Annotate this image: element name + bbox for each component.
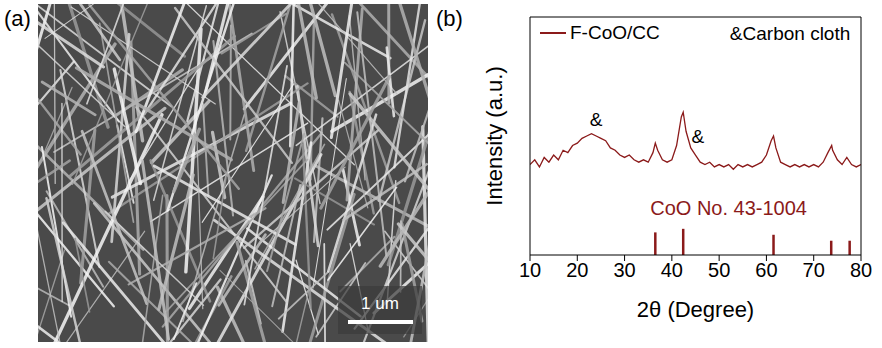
svg-text:30: 30 — [613, 259, 635, 281]
html-text:F-CoO/CC: F-CoO/CC — [570, 22, 660, 43]
svg-text:&Carbon cloth: &Carbon cloth — [730, 23, 850, 44]
svg-text:2θ (Degree): 2θ (Degree) — [637, 297, 754, 322]
svg-text:20: 20 — [566, 259, 588, 281]
svg-text:50: 50 — [708, 259, 730, 281]
html-text:(b): (b) — [436, 6, 463, 31]
svg-text:CoO No. 43-1004: CoO No. 43-1004 — [650, 197, 807, 219]
svg-text:&: & — [590, 109, 603, 130]
svg-text:70: 70 — [803, 259, 825, 281]
svg-text:60: 60 — [755, 259, 777, 281]
svg-text:1 um: 1 um — [361, 294, 399, 313]
svg-text:&: & — [692, 126, 705, 147]
svg-text:80: 80 — [850, 259, 872, 281]
html-text:(a): (a) — [4, 6, 31, 31]
svg-text:10: 10 — [519, 259, 541, 281]
svg-text:40: 40 — [661, 259, 683, 281]
svg-text:Intensity (a.u.): Intensity (a.u.) — [482, 66, 507, 205]
